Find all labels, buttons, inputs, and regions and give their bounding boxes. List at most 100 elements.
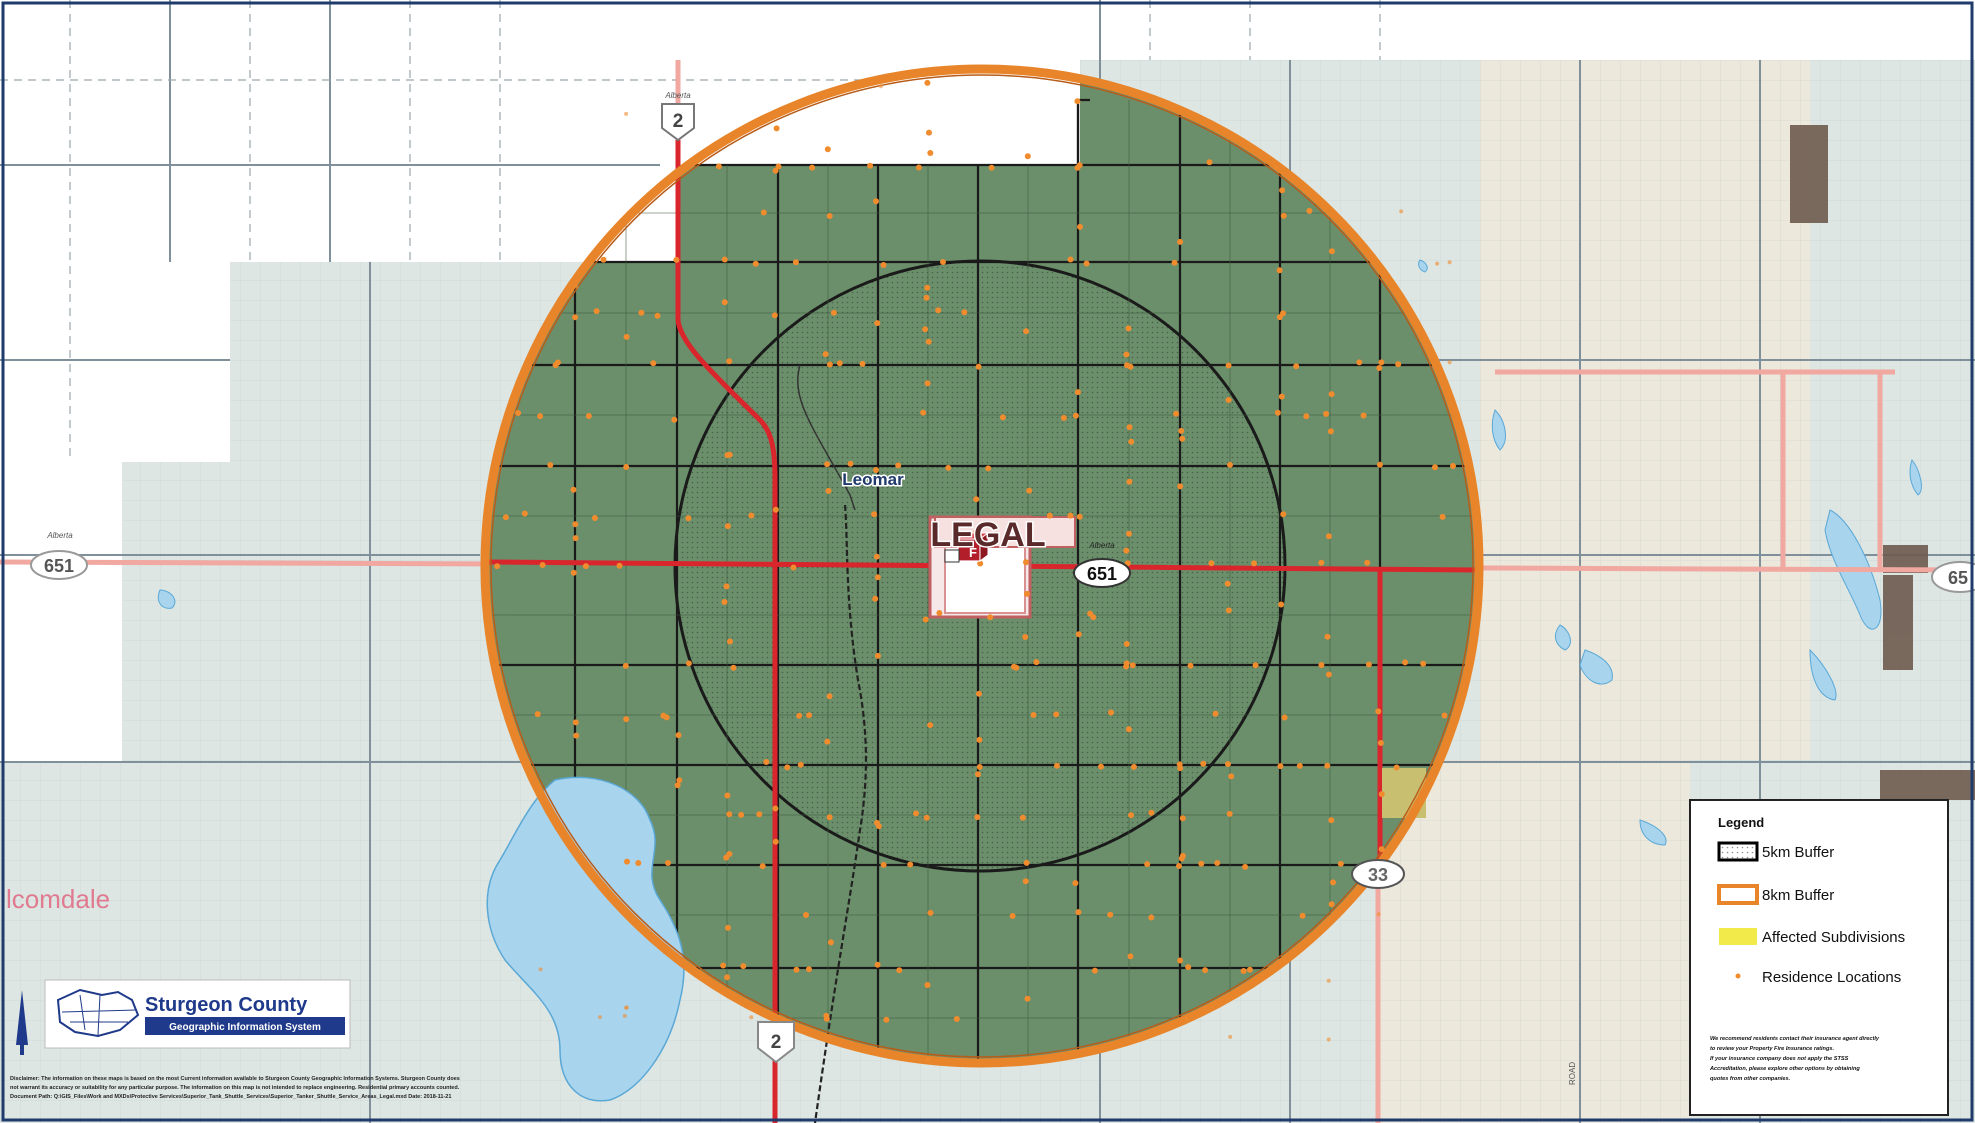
residence-dot [1179,815,1186,822]
legend-label-residence: Residence Locations [1762,969,1901,986]
residence-dot [1293,363,1300,370]
residence-dot [1033,659,1040,666]
residence-dot [1324,762,1331,769]
residence-dot [975,363,982,370]
logo-title: Sturgeon County [145,994,308,1016]
residence-dot [1364,559,1371,566]
residence-dot [926,129,932,136]
residence-dot [1177,238,1184,245]
svg-text:We recommend residents contact: We recommend residents contact their ins… [1710,1036,1880,1042]
residence-dot [600,256,607,263]
residence-dot [974,814,981,821]
residence-dot [826,213,833,219]
residence-dot [920,409,927,416]
residence-dot [872,595,879,602]
residence-dot [1328,901,1335,908]
residence-dot [665,860,671,866]
residence-dot [1278,601,1285,608]
residence-dot [1127,363,1134,370]
residence-dot [515,410,522,416]
residence-dot [1184,1016,1189,1021]
residence-dot [961,309,968,316]
residence-dot [1274,165,1279,170]
residence-dot [1303,413,1310,420]
svg-text:Alberta: Alberta [1088,541,1115,550]
residence-dot [1054,762,1060,769]
residence-dot [1129,662,1136,669]
highway-2 [675,140,778,1123]
local-road-leomar [797,364,856,511]
svg-text:Alberta: Alberta [46,531,73,540]
residence-dot [1202,967,1209,974]
hwy651-shield-west: Alberta 651 [30,531,88,580]
residence-dot [582,563,589,570]
residence-dot [1187,662,1194,669]
residence-dot [650,360,657,367]
residence-dot [1279,187,1286,194]
residence-dot [724,792,731,799]
legend-swatch-residence [1735,973,1741,979]
residence-dot [1225,362,1232,369]
residence-dot [726,811,733,818]
residence-dot [685,660,692,667]
residence-dot [826,693,833,700]
residence-dot [1393,764,1400,771]
residence-dot [1022,878,1029,885]
residence-dot [1228,773,1235,780]
legend-panel: Legend 5km Buffer 8km Buffer Affected Su… [1689,799,1949,1116]
residence-dot [726,851,733,857]
residence-dot [907,861,914,868]
residence-dot [1395,361,1402,368]
hwy651-shield-center: Alberta 651 [1073,541,1131,588]
residence-dot [1278,393,1285,400]
residence-dot [1246,966,1253,973]
developed-parcels [1790,125,1975,800]
residence-dot [825,487,832,494]
residence-dot [1441,712,1448,719]
residence-dot [806,712,813,719]
residence-dot [616,562,623,569]
buffer-8km-ring-inner [490,74,1474,1058]
residence-dot [1127,953,1134,960]
residence-dot [847,460,854,467]
residence-dot [1435,261,1440,266]
residence-dot [1098,763,1104,770]
residence-dot [574,284,579,289]
residence-dot [1296,762,1303,769]
residence-locations [494,79,1456,1062]
sturgeon-county-logo: Sturgeon County Geographic Information S… [44,979,351,1049]
residence-dot [1072,412,1079,419]
residence-dot [1402,659,1409,666]
residence-dot [1330,879,1336,886]
residence-dot [806,966,812,973]
residence-dot [1447,360,1452,365]
residence-dot [915,164,922,171]
residence-dot [1123,547,1130,554]
residence-dot [1240,968,1247,974]
residence-dot [1024,590,1030,597]
residence-dot [824,738,831,745]
fire-station-icon[interactable]: F [944,532,990,563]
place-label-calmar-partial: lcomdale [6,884,110,914]
svg-text:Accreditation, please explore: Accreditation, please explore other opti… [1709,1066,1860,1072]
svg-text:not warrant its accuracy or su: not warrant its accuracy or suitability … [10,1085,460,1091]
residence-dot [830,309,837,316]
residence-dot [1123,663,1130,670]
residence-dot [748,512,755,519]
hwy33-shield: 33 [1351,859,1405,889]
residence-dot [685,515,692,522]
residence-dot [1328,391,1335,398]
residence-dot [570,569,577,576]
residence-dot [727,638,733,645]
svg-text:Alberta: Alberta [664,91,691,100]
residence-dot [772,167,779,174]
road-label: ROAD [1568,1062,1577,1085]
residence-dot [823,1015,830,1022]
buffer-8km-ring [480,64,1484,1068]
residence-dot [1126,530,1132,537]
residence-dot [1318,559,1325,566]
residence-dot [1200,760,1207,767]
residence-dot [874,320,881,327]
